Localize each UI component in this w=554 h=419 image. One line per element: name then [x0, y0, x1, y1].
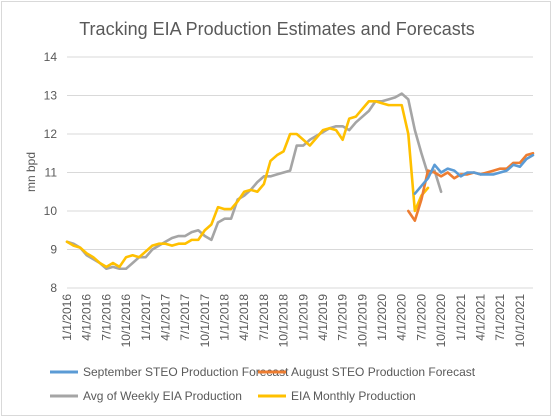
x-axis-ticks: 1/1/2016 4/1/2016 7/1/2016 10/1/2016 1/1/201…: [60, 294, 527, 348]
x-tick-label: 10/1/2018: [277, 294, 291, 348]
x-tick-label: 1/1/2020: [375, 294, 389, 341]
x-tick-label: 7/1/2021: [493, 294, 507, 341]
x-tick-label: 1/1/2017: [139, 294, 153, 341]
x-tick-label: 1/1/2019: [296, 294, 310, 341]
y-axis-label: mn bpd: [24, 152, 38, 192]
y-tick-label: 13: [44, 89, 58, 103]
y-tick-label: 8: [50, 281, 57, 295]
legend-label: Avg of Weekly EIA Production: [83, 389, 242, 403]
series-lines: [65, 92, 535, 271]
x-tick-label: 4/1/2021: [473, 294, 487, 341]
y-axis-ticks: 8 9 10 11 12 13 14: [44, 50, 58, 295]
legend-label: EIA Monthly Production: [291, 389, 416, 403]
y-tick-label: 10: [44, 204, 58, 218]
gridlines: [67, 56, 533, 289]
x-tick-label: 7/1/2019: [336, 294, 350, 341]
y-tick-label: 14: [44, 50, 58, 64]
x-tick-label: 10/1/2017: [198, 294, 212, 348]
y-tick-label: 9: [50, 243, 57, 257]
x-tick-label: 10/1/2016: [119, 294, 133, 348]
x-tick-label: 4/1/2018: [237, 294, 251, 341]
x-tick-label: 1/1/2018: [218, 294, 232, 341]
chart-title: Tracking EIA Production Estimates and Fo…: [79, 19, 475, 39]
x-tick-label: 10/1/2020: [434, 294, 448, 348]
x-tick-label: 10/1/2019: [355, 294, 369, 348]
y-tick-label: 12: [44, 127, 58, 141]
series-line: [65, 92, 443, 271]
legend-label: September STEO Production Forecast: [83, 365, 289, 379]
legend-label: August STEO Production Forecast: [291, 365, 476, 379]
x-tick-label: 4/1/2020: [395, 294, 409, 341]
x-tick-label: 7/1/2020: [414, 294, 428, 341]
legend: September STEO Production Forecast August…: [50, 365, 476, 403]
x-tick-label: 7/1/2016: [99, 294, 113, 341]
series-line: [413, 153, 535, 195]
x-tick-label: 4/1/2017: [158, 294, 172, 341]
x-tick-label: 10/1/2021: [513, 294, 527, 348]
x-tick-label: 1/1/2016: [60, 294, 74, 341]
x-tick-label: 4/1/2019: [316, 294, 330, 341]
x-tick-label: 1/1/2021: [454, 294, 468, 341]
x-tick-label: 7/1/2017: [178, 294, 192, 341]
x-tick-label: 7/1/2018: [257, 294, 271, 341]
series-line: [65, 99, 430, 269]
y-tick-label: 11: [45, 166, 58, 180]
x-tick-label: 4/1/2016: [80, 294, 94, 341]
